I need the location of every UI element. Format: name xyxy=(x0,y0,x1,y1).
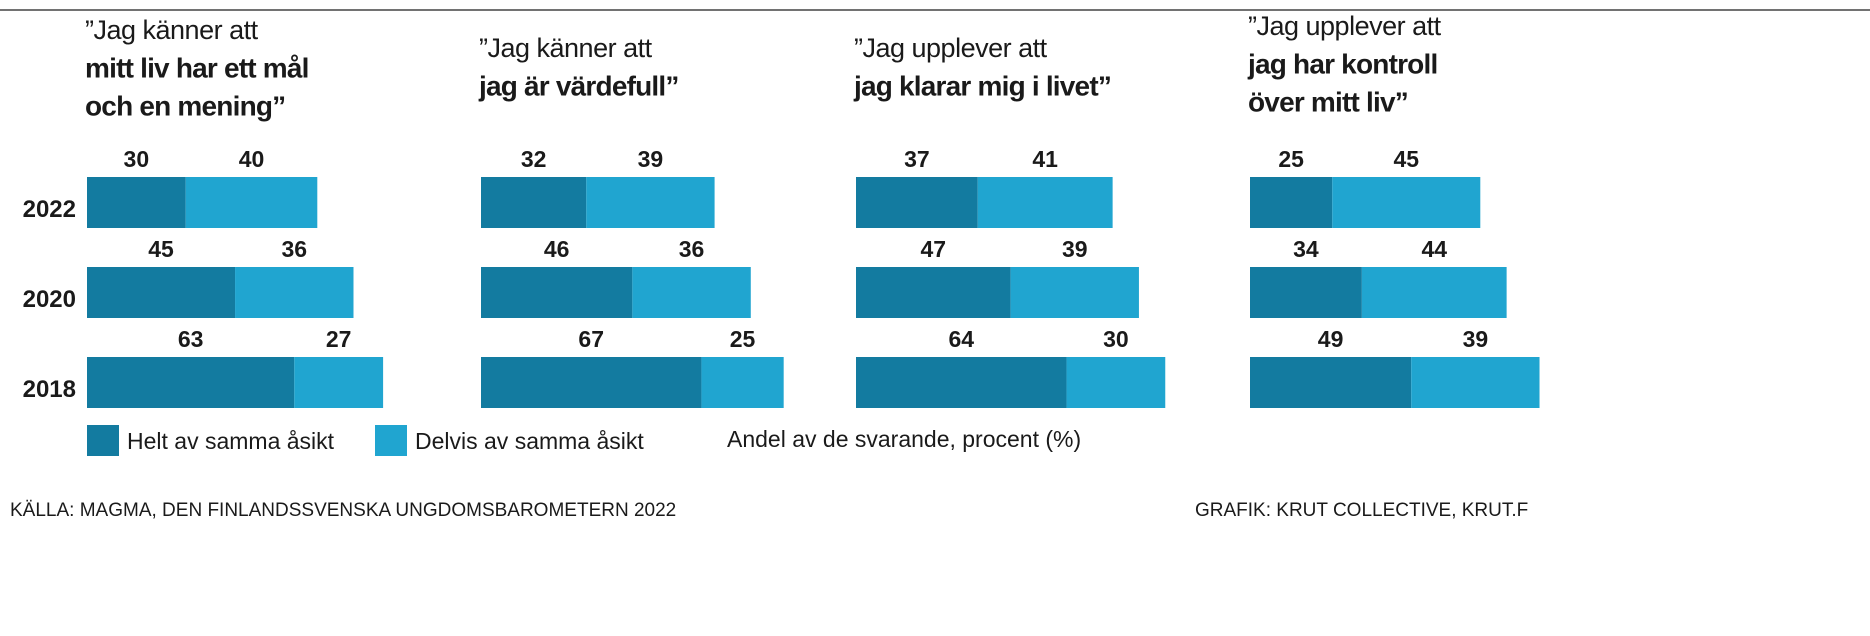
bar-segment xyxy=(294,357,384,408)
bar-segment xyxy=(235,267,354,318)
panel-title: ”Jag känner att xyxy=(479,33,653,63)
bar-segment xyxy=(1250,267,1362,318)
bar-segment xyxy=(1010,267,1139,318)
value-label: 32 xyxy=(521,146,547,172)
bar-segment xyxy=(856,267,1011,318)
credit: GRAFIK: KRUT COLLECTIVE, KRUT.F xyxy=(1195,500,1528,521)
legend-label: Helt av samma åsikt xyxy=(127,428,335,454)
bar-segment xyxy=(1332,177,1481,228)
value-label: 34 xyxy=(1293,236,1319,262)
value-label: 40 xyxy=(239,146,265,172)
value-label: 44 xyxy=(1421,236,1447,262)
value-label: 64 xyxy=(948,326,974,352)
bar-segment xyxy=(1066,357,1166,408)
panel-title: och en mening” xyxy=(85,90,285,121)
bar-segment xyxy=(87,267,236,318)
bar-segment xyxy=(632,267,751,318)
value-label: 36 xyxy=(281,236,307,262)
panel-title: mitt liv har ett mål xyxy=(85,52,309,83)
bar-segment xyxy=(1411,357,1540,408)
panel-title: jag är värdefull” xyxy=(478,70,679,101)
value-label: 45 xyxy=(148,236,174,262)
bar-segment xyxy=(856,357,1067,408)
bar-segment xyxy=(586,177,715,228)
value-label: 45 xyxy=(1393,146,1419,172)
value-label: 41 xyxy=(1032,146,1058,172)
value-label: 46 xyxy=(544,236,570,262)
bar-segment xyxy=(87,357,295,408)
value-label: 25 xyxy=(1278,146,1304,172)
bar-segment xyxy=(1250,357,1412,408)
bar-segment xyxy=(185,177,318,228)
value-label: 47 xyxy=(921,236,947,262)
bar-segment xyxy=(701,357,784,408)
note: Andel av de svarande, procent (%) xyxy=(727,426,1081,452)
legend-swatch xyxy=(375,425,407,456)
panel-title: jag har kontroll xyxy=(1247,48,1437,79)
value-label: 49 xyxy=(1318,326,1344,352)
bar-segment xyxy=(481,357,702,408)
y-tick-label: 2018 xyxy=(23,376,76,403)
value-label: 27 xyxy=(326,326,352,352)
bar-segment xyxy=(481,177,587,228)
panel-title: ”Jag upplever att xyxy=(854,33,1048,63)
value-label: 36 xyxy=(679,236,705,262)
value-label: 37 xyxy=(904,146,930,172)
value-label: 39 xyxy=(1463,326,1489,352)
value-label: 30 xyxy=(1103,326,1129,352)
value-label: 30 xyxy=(124,146,150,172)
bar-segment xyxy=(87,177,186,228)
bar-segment xyxy=(1250,177,1333,228)
value-label: 39 xyxy=(1062,236,1088,262)
panel-title: jag klarar mig i livet” xyxy=(853,70,1111,101)
y-tick-label: 2020 xyxy=(23,286,76,313)
panel-title: ”Jag känner att xyxy=(85,15,259,45)
value-label: 67 xyxy=(578,326,604,352)
value-label: 39 xyxy=(638,146,664,172)
bar-segment xyxy=(1361,267,1507,318)
value-label: 63 xyxy=(178,326,204,352)
bar-segment xyxy=(856,177,978,228)
legend-swatch xyxy=(87,425,119,456)
source: KÄLLA: MAGMA, DEN FINLANDSSVENSKA UNGDOM… xyxy=(10,500,676,521)
y-tick-label: 2022 xyxy=(23,196,76,223)
bar-segment xyxy=(977,177,1113,228)
panel-title: ”Jag upplever att xyxy=(1248,11,1442,41)
value-label: 25 xyxy=(730,326,756,352)
legend-label: Delvis av samma åsikt xyxy=(415,428,644,454)
bar-segment xyxy=(481,267,633,318)
panel-title: över mitt liv” xyxy=(1248,86,1408,117)
